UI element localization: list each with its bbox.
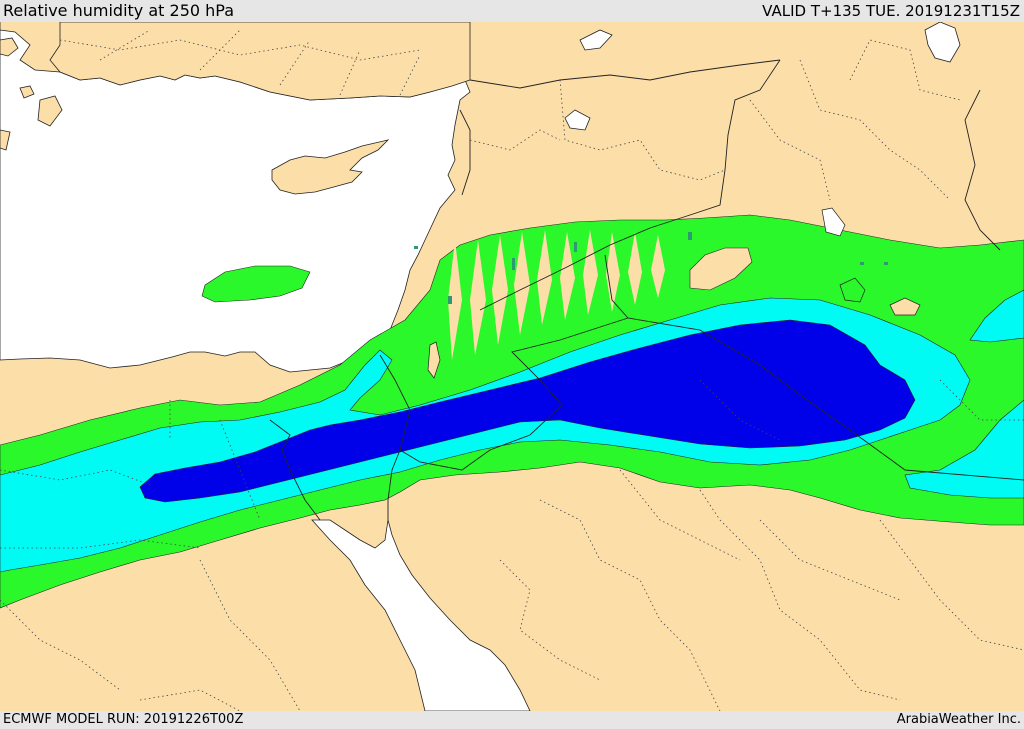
dry-streak-5 [537, 230, 552, 325]
valid-time: VALID T+135 TUE. 20191231T15Z [762, 2, 1020, 20]
aegean-islands [0, 37, 63, 151]
dry-streak-6 [560, 232, 575, 320]
country-borders [269, 59, 1024, 521]
anatolia-coast [49, 22, 471, 101]
lake-north [579, 29, 613, 51]
model-run-label: ECMWF MODEL RUN: 20191226T00Z [3, 712, 244, 727]
province-boundaries [0, 29, 1024, 711]
credit-label: ArabiaWeather Inc. [896, 712, 1021, 727]
dry-streak-7 [583, 230, 598, 315]
cyprus-island [271, 139, 390, 195]
dry-streak-3 [492, 235, 508, 345]
dry-streak-8 [606, 232, 620, 312]
red-sea [311, 519, 531, 711]
footer-bar: ECMWF MODEL RUN: 20191226T00Z ArabiaWeat… [0, 711, 1024, 729]
dry-streak-2 [470, 240, 486, 355]
header-bar: Relative humidity at 250 hPa VALID T+135… [0, 0, 1024, 22]
dry-patch-east [689, 247, 753, 291]
humidity-mid-east [969, 289, 1024, 343]
dead-sea [427, 341, 441, 379]
lake-van [924, 22, 961, 63]
lake-assad [564, 109, 591, 131]
humidity-band-high [139, 319, 916, 503]
lake-east-1 [839, 277, 866, 303]
dry-streak-4 [514, 232, 530, 335]
map-title: Relative humidity at 250 hPa [3, 1, 235, 20]
humidity-map [0, 22, 1024, 711]
dry-streak-1 [448, 240, 462, 360]
humidity-mid-southeast [904, 399, 1024, 499]
lake-east-2 [821, 207, 846, 237]
dry-spot-east [889, 297, 921, 316]
dry-streak-9 [628, 232, 642, 305]
humidity-patch-sea [201, 265, 311, 303]
dry-streak-10 [651, 235, 665, 298]
humidity-spots [414, 232, 888, 304]
